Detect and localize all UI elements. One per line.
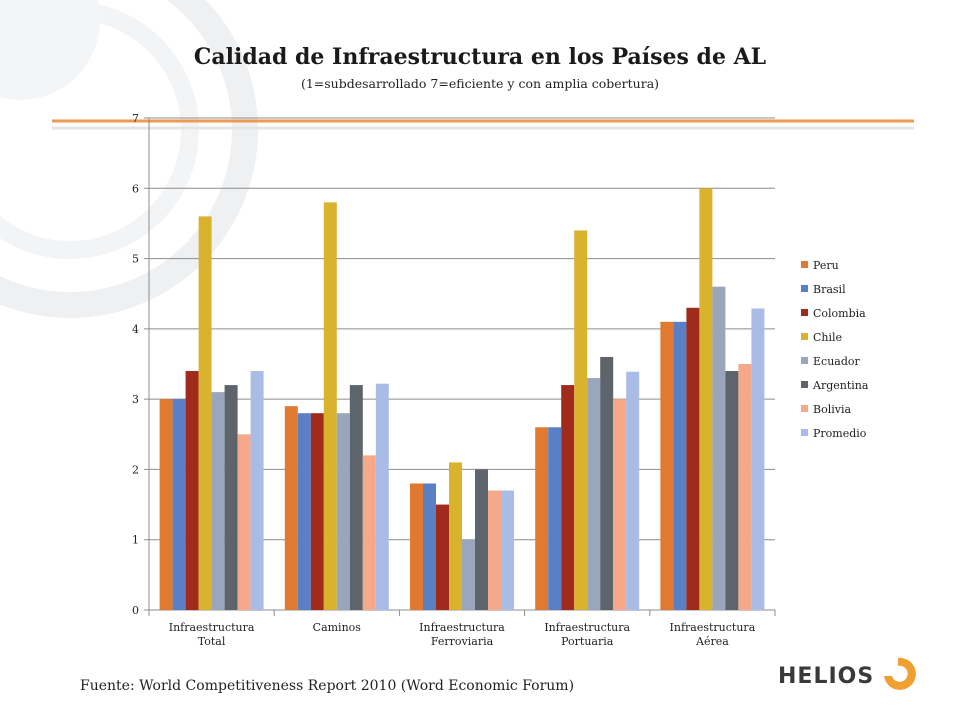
bar-ecuador [211, 392, 225, 610]
x-tick-label: Ferroviaria [431, 635, 494, 648]
bar-brasil [297, 413, 311, 610]
legend-label: Peru [813, 259, 839, 272]
legend-label: Brasil [813, 283, 846, 296]
bar-bolivia [362, 455, 376, 610]
bar-colombia [561, 385, 575, 610]
x-tick-label: Infraestructura [670, 621, 756, 634]
bar-promedio [626, 371, 640, 610]
x-tick-label: Portuaria [561, 635, 614, 648]
bar-ecuador [712, 286, 726, 610]
legend-swatch [801, 333, 808, 340]
x-tick-label: Infraestructura [419, 621, 505, 634]
bar-brasil [548, 427, 562, 610]
bar-promedio [250, 371, 264, 610]
bar-promedio [751, 308, 765, 610]
legend-label: Chile [813, 331, 842, 344]
bar-brasil [172, 399, 186, 610]
bar-chile [323, 202, 337, 611]
bar-chile [574, 230, 588, 610]
bar-ecuador [587, 378, 601, 610]
bar-argentina [224, 385, 238, 610]
x-tick-label: Infraestructura [544, 621, 630, 634]
bar-ecuador [462, 539, 475, 610]
bar-chile [449, 462, 462, 610]
bar-brasil [673, 321, 687, 610]
legend-swatch [801, 357, 808, 364]
y-tick-label: 7 [132, 112, 139, 125]
legend-label: Promedio [813, 427, 867, 440]
y-tick-label: 6 [132, 182, 139, 195]
y-tick-label: 4 [132, 323, 139, 336]
y-axis-ticks: 0 1 2 3 4 5 6 7 [132, 112, 139, 617]
bar-argentina [475, 469, 488, 610]
helios-logo: HELIOS [778, 652, 918, 702]
bar-bolivia [488, 490, 501, 610]
bar-peru [159, 399, 173, 610]
bar-colombia [185, 371, 199, 610]
bar-chile [699, 188, 713, 611]
legend: Peru Brasil Colombia Chile Ecuador Argentina B… [801, 259, 869, 440]
legend-swatch [801, 309, 808, 316]
bar-colombia [686, 307, 700, 610]
legend-swatch [801, 405, 808, 412]
legend-swatch [801, 261, 808, 268]
bars [159, 188, 765, 611]
bar-bolivia [738, 364, 752, 610]
bar-promedio [375, 383, 389, 610]
chart-subtitle: (1=subdesarrollado 7=eficiente y con amp… [300, 76, 660, 91]
legend-label: Argentina [812, 379, 869, 392]
legend-label: Colombia [813, 307, 866, 320]
x-tick-label: Caminos [313, 621, 362, 634]
bar-argentina [349, 385, 363, 610]
bar-ecuador [336, 413, 350, 610]
bar-promedio [501, 490, 514, 610]
y-tick-label: 5 [132, 253, 139, 266]
chart-title: Calidad de Infraestructura en los Países… [193, 44, 767, 70]
bar-peru [284, 406, 298, 610]
logo-text: HELIOS [778, 664, 875, 689]
bar-argentina [600, 356, 614, 610]
source-note: Fuente: World Competitiveness Report 201… [80, 678, 575, 694]
sun-logo-icon [884, 657, 916, 690]
bar-argentina [725, 371, 739, 610]
legend-swatch [801, 429, 808, 436]
bar-bolivia [613, 399, 627, 610]
bar-colombia [436, 504, 449, 610]
y-tick-label: 1 [132, 534, 139, 547]
legend-label: Ecuador [813, 355, 860, 368]
bar-colombia [310, 413, 324, 610]
legend-label: Bolivia [813, 403, 851, 416]
bar-peru [410, 483, 423, 610]
x-tick-label: Infraestructura [169, 621, 255, 634]
legend-swatch [801, 285, 808, 292]
y-tick-label: 0 [132, 604, 139, 617]
bar-bolivia [237, 434, 251, 610]
bar-chile [198, 216, 212, 610]
bar-peru [535, 427, 549, 610]
bar-peru [660, 321, 674, 610]
x-tick-label: Total [198, 635, 226, 648]
x-tick-label: Aérea [695, 635, 729, 648]
bar-brasil [423, 483, 436, 610]
legend-swatch [801, 381, 808, 388]
y-tick-label: 3 [132, 393, 139, 406]
y-tick-label: 2 [132, 463, 139, 476]
